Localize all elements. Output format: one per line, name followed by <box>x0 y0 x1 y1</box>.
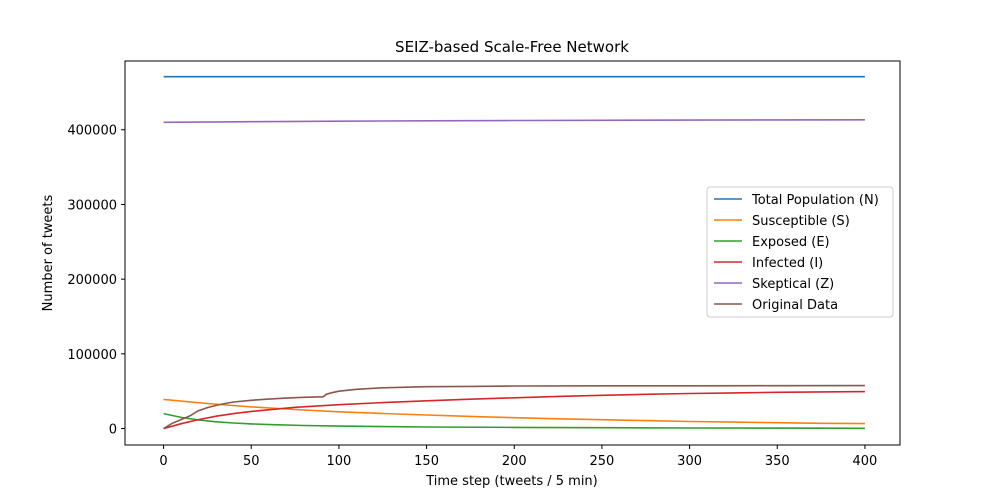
legend-label-2: Exposed (E) <box>752 235 830 250</box>
x-tick-label: 0 <box>159 454 167 469</box>
y-tick-label: 0 <box>109 423 117 438</box>
y-axis-label: Number of tweets <box>41 194 56 311</box>
y-axis-ticks: 0 100000 200000 300000 400000 <box>67 124 125 438</box>
series-line-4 <box>163 119 865 124</box>
legend: Total Population (N) Susceptible (S) Expos… <box>706 186 894 318</box>
legend-label-1: Susceptible (S) <box>752 214 850 229</box>
plot-series <box>163 75 865 430</box>
legend-box <box>706 186 894 318</box>
x-tick-label: 400 <box>853 454 878 469</box>
x-tick-label: 150 <box>414 454 439 469</box>
plot-frame <box>124 60 901 446</box>
x-axis-ticks: 0 50 100 150 200 250 300 350 400 <box>159 445 877 469</box>
series-line-5 <box>163 384 865 430</box>
legend-label-0: Total Population (N) <box>751 193 879 208</box>
x-tick-label: 200 <box>502 454 527 469</box>
y-tick-label: 400000 <box>67 124 117 139</box>
x-tick-label: 50 <box>243 454 260 469</box>
legend-label-5: Original Data <box>752 298 838 313</box>
series-line-2 <box>163 412 865 430</box>
y-tick-label: 300000 <box>67 198 117 213</box>
x-axis-label: Time step (tweets / 5 min) <box>425 474 598 489</box>
x-tick-label: 300 <box>677 454 702 469</box>
y-tick-label: 200000 <box>67 273 117 288</box>
series-line-3 <box>163 390 865 430</box>
y-tick-label: 100000 <box>67 348 117 363</box>
x-tick-label: 350 <box>765 454 790 469</box>
x-tick-label: 250 <box>590 454 615 469</box>
series-line-1 <box>163 398 865 425</box>
chart-title: SEIZ-based Scale-Free Network <box>395 38 629 56</box>
legend-label-4: Skeptical (Z) <box>752 277 834 292</box>
x-tick-label: 100 <box>326 454 351 469</box>
legend-label-3: Infected (I) <box>752 256 823 271</box>
